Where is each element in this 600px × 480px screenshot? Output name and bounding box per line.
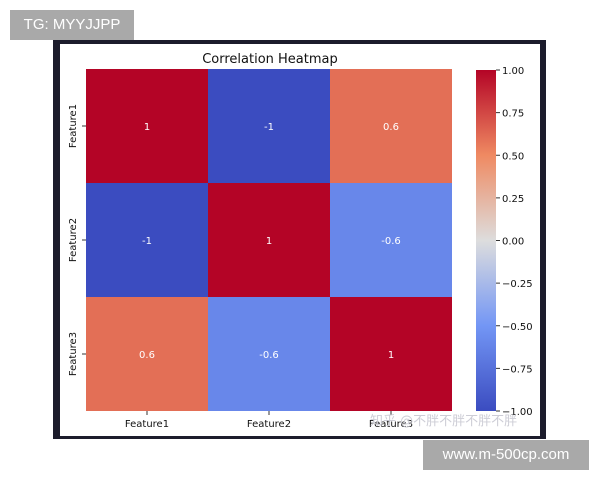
- heatmap-cell: [330, 297, 452, 411]
- cell-value-label: 0.6: [139, 350, 155, 361]
- cell-value-label: -0.6: [381, 236, 401, 247]
- heatmap-cell: [330, 69, 452, 183]
- colorbar: [476, 70, 496, 411]
- heatmap-cell: [330, 183, 452, 297]
- colorbar-tick-label: 1.00: [502, 66, 524, 77]
- colorbar-tick-label: 0.00: [502, 237, 524, 248]
- heatmap-cell: [86, 69, 208, 183]
- colorbar-tick-label: −0.75: [502, 364, 533, 375]
- colorbar-tick-label: −0.50: [502, 322, 533, 333]
- bottom-watermark-tag: www.m-500cp.com: [423, 440, 589, 470]
- colorbar-tick-label: 0.50: [502, 151, 524, 162]
- y-tick-label: Feature1: [68, 104, 79, 148]
- top-watermark-tag: TG: MYYJJPP: [10, 10, 134, 40]
- cell-value-label: -1: [264, 122, 274, 133]
- cell-value-label: 1: [266, 236, 272, 247]
- heatmap-cell: [208, 69, 330, 183]
- colorbar-tick-label: −1.00: [502, 407, 533, 418]
- x-tick-label: Feature3: [369, 419, 413, 430]
- cell-value-label: 1: [144, 122, 150, 133]
- chart-title: Correlation Heatmap: [202, 52, 338, 67]
- cell-value-label: -1: [142, 236, 152, 247]
- cell-value-label: 1: [388, 350, 394, 361]
- cell-value-label: 0.6: [383, 122, 399, 133]
- x-tick-label: Feature2: [247, 419, 291, 430]
- heatmap-cell: [208, 183, 330, 297]
- heatmap-cell: [208, 297, 330, 411]
- watermark-text: 知乎 @不胖不胖不胖不胖: [370, 414, 518, 429]
- y-tick-label: Feature3: [68, 332, 79, 376]
- colorbar-tick-label: −0.25: [502, 279, 533, 290]
- cell-value-label: -0.6: [259, 350, 279, 361]
- colorbar-tick-label: 0.25: [502, 194, 524, 205]
- heatmap-cell: [86, 183, 208, 297]
- y-tick-label: Feature2: [68, 218, 79, 262]
- heatmap-cell: [86, 297, 208, 411]
- colorbar-tick-label: 0.75: [502, 109, 524, 120]
- x-tick-label: Feature1: [125, 419, 169, 430]
